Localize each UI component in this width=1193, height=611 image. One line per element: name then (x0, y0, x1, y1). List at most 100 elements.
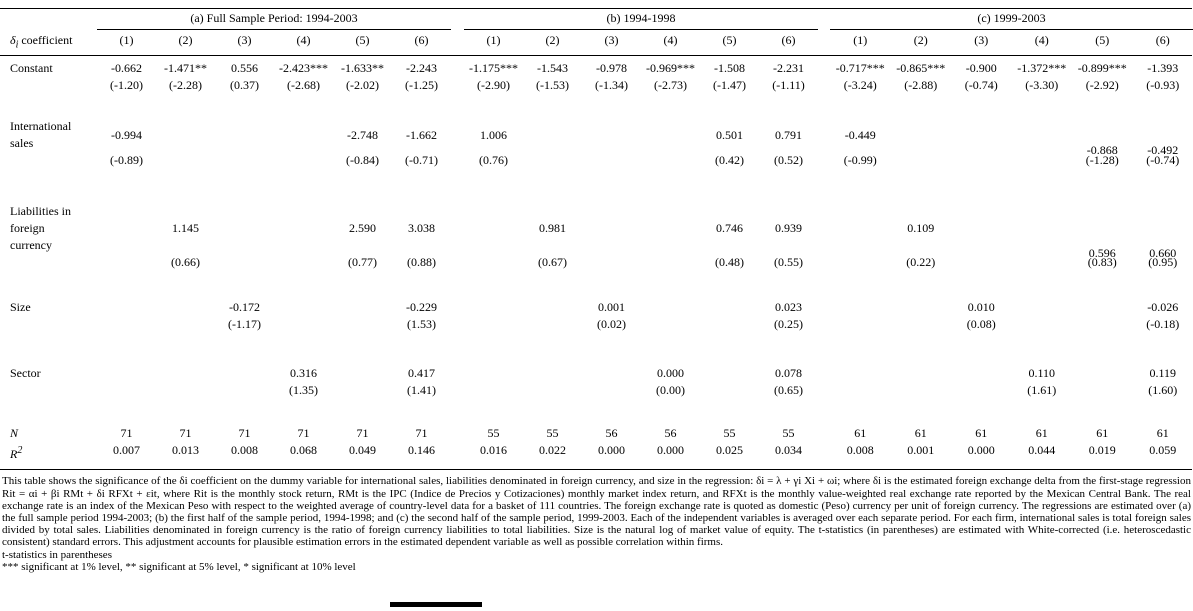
coefficient-value: 0.746 (716, 221, 743, 236)
t-statistic: (-0.74) (1146, 153, 1180, 168)
coefficient-value: -0.865*** (896, 61, 946, 76)
t-statistic: (0.65) (774, 383, 803, 398)
stat-value: 0.013 (172, 443, 199, 458)
t-statistic: (-0.74) (964, 78, 998, 93)
variable-row-constant: Constant -0.662 (-1.20) -1.471** (-2.28) 0.55… (0, 60, 1193, 94)
coefficient-value: 0.109 (907, 221, 935, 236)
column-number: (5) (355, 33, 370, 47)
stat-value: 55 (782, 426, 795, 441)
coefficient-value: -1.175*** (469, 61, 518, 76)
t-statistic: (-0.93) (1146, 78, 1180, 93)
panel-title: (c) 1999-2003 (830, 9, 1193, 30)
coefficient-value: -2.243 (406, 61, 437, 76)
row-label: Constant (0, 60, 97, 94)
coefficient-value: -0.978 (596, 61, 627, 76)
variable-row-size: Size -0.172 (-1.17) -0.229 (1.53) 0.001 (0.02)… (0, 299, 1193, 333)
notes-body: This table shows the significance of the… (2, 475, 1191, 549)
stat-value: 71 (179, 426, 192, 441)
coefficient-value: -1.633** (341, 61, 384, 76)
table-notes: This table shows the significance of the… (0, 475, 1191, 573)
stat-value: 61 (914, 426, 927, 441)
coefficient-value: 0.596 (1088, 246, 1116, 261)
t-statistic: (0.00) (656, 383, 685, 398)
stat-value: 71 (415, 426, 428, 441)
coefficient-value: -0.900 (965, 61, 997, 76)
row-label-line: Constant (10, 61, 53, 76)
t-statistic: (0.52) (774, 153, 803, 168)
t-statistic: (0.42) (715, 153, 744, 168)
variable-row-liabilities-in-foreign-currency: Liabilities in foreign currency 1.145 (0.66)… (0, 203, 1193, 271)
t-statistic: (-1.53) (536, 78, 569, 93)
column-number: (6) (414, 33, 429, 47)
coefficient-value: -2.423*** (279, 61, 328, 76)
variable-row-sector: Sector 0.316 (1.35) 0.417 (1.41) 0.000 (0.00) 0… (0, 365, 1193, 399)
stat-value: 0.016 (480, 443, 507, 458)
t-statistic: (0.83) (1087, 255, 1117, 270)
t-statistic: (0.02) (597, 317, 626, 332)
coefficient-value: 0.110 (1028, 366, 1056, 381)
stat-value: 71 (297, 426, 310, 441)
stat-value: 0.000 (657, 443, 684, 458)
stat-value: 56 (605, 426, 618, 441)
row-label: Sector (0, 365, 97, 399)
t-statistic: (0.67) (538, 255, 567, 270)
coefficient-value: -0.026 (1147, 300, 1179, 315)
t-statistic: (1.35) (289, 383, 318, 398)
delta-symbol: δ (10, 33, 16, 47)
notes-tstat-line: t-statistics in parentheses (2, 548, 112, 561)
t-statistic: (-0.84) (346, 153, 379, 168)
stat-value: 55 (723, 426, 736, 441)
table-top-rule (0, 8, 1192, 9)
coefficient-value: -1.471** (164, 61, 207, 76)
t-statistic: (1.60) (1148, 383, 1178, 398)
table-bottom-rule (0, 469, 1192, 471)
t-statistic: (-2.90) (477, 78, 510, 93)
coefficient-value: -2.748 (347, 127, 378, 142)
t-statistic: (0.37) (230, 78, 259, 93)
stats-row-r2: R2 0.007 0.013 0.008 0.068 0.049 0.146 0.016 0.0… (0, 442, 1193, 463)
stat-value: 0.146 (408, 443, 435, 458)
coefficient-value: -1.393 (1147, 61, 1179, 76)
t-statistic: (-2.92) (1085, 78, 1119, 93)
t-statistic: (0.95) (1148, 255, 1178, 270)
column-number: (5) (722, 33, 737, 47)
t-statistic: (-2.88) (904, 78, 938, 93)
coefficient-value: 0.023 (775, 300, 802, 315)
coefficient-value: 0.316 (290, 366, 317, 381)
coefficient-value: -1.543 (537, 61, 568, 76)
column-number: (5) (1095, 33, 1110, 47)
stat-value: 71 (238, 426, 251, 441)
row-label-line: sales (10, 136, 34, 151)
column-number: (4) (1034, 33, 1049, 47)
t-statistic: (-3.30) (1025, 78, 1059, 93)
t-statistic: (0.48) (715, 255, 744, 270)
stat-value: 71 (120, 426, 133, 441)
stat-value: 0.059 (1149, 443, 1177, 458)
coefficient-value: -0.172 (229, 300, 260, 315)
column-number: (2) (545, 33, 560, 47)
t-statistic: (0.88) (407, 255, 436, 270)
t-statistic: (0.25) (774, 317, 803, 332)
column-number: (1) (486, 33, 501, 47)
t-statistic: (-2.73) (654, 78, 687, 93)
column-number: (3) (237, 33, 252, 47)
t-statistic: (0.08) (966, 317, 996, 332)
t-statistic: (-1.20) (110, 78, 143, 93)
t-statistic: (0.76) (479, 153, 508, 168)
t-statistic: (0.55) (774, 255, 803, 270)
coefficient-value: -1.508 (714, 61, 745, 76)
column-number-row: δi coefficient (1) (2) (3) (4) (5) (6) (1) (2) (3… (0, 30, 1193, 55)
t-statistic: (1.53) (407, 317, 436, 332)
t-statistic: (-1.25) (405, 78, 438, 93)
t-statistic: (1.61) (1027, 383, 1057, 398)
stat-value: 55 (487, 426, 500, 441)
stat-value: 0.019 (1088, 443, 1116, 458)
coefficient-value: -0.969*** (646, 61, 695, 76)
stat-value: 61 (854, 426, 867, 441)
stat-value: 0.008 (846, 443, 874, 458)
column-number: (4) (296, 33, 311, 47)
column-number: (4) (663, 33, 678, 47)
stat-value: 56 (664, 426, 677, 441)
stat-value: 0.007 (113, 443, 140, 458)
